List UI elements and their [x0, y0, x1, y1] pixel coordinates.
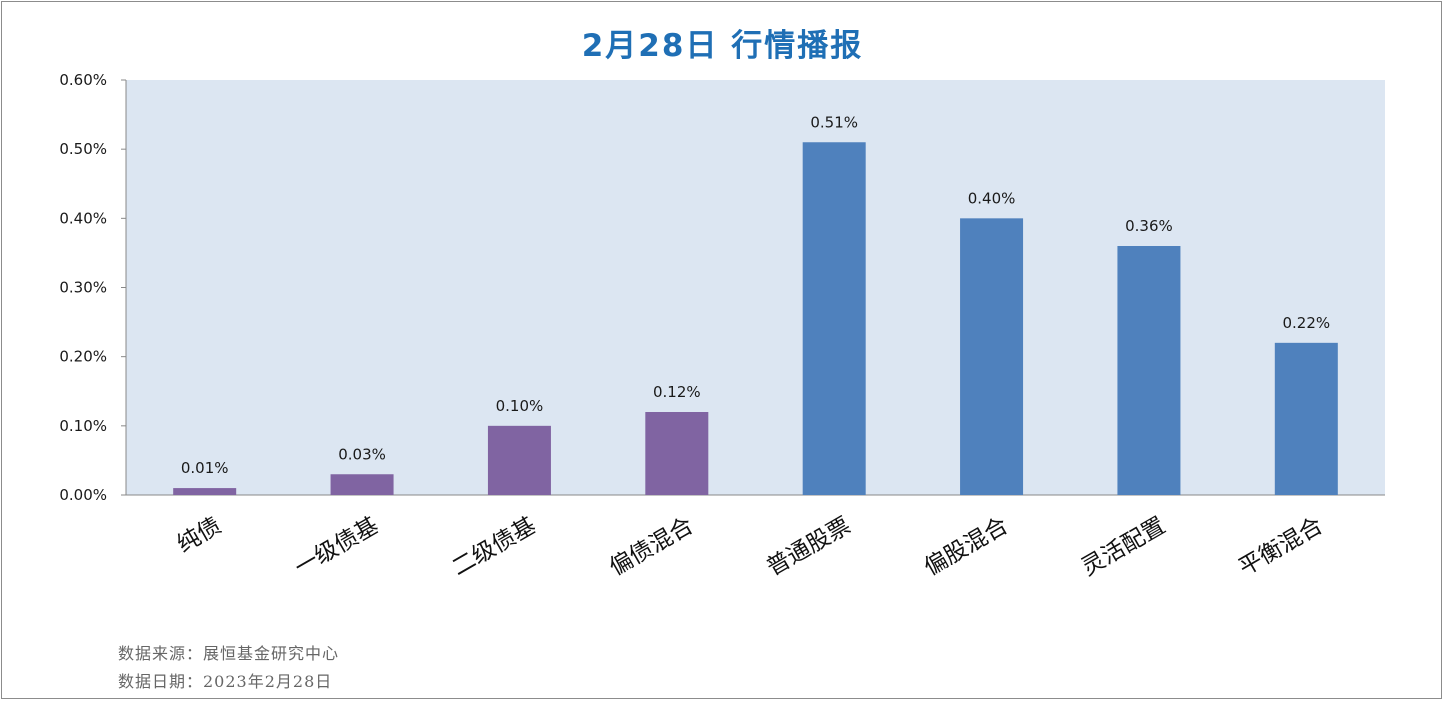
bar: [1117, 246, 1181, 495]
bar: [487, 425, 551, 495]
y-tick-label: 0.50%: [59, 140, 107, 158]
category-label: 偏股混合: [920, 513, 1013, 582]
data-label: 0.03%: [338, 445, 386, 463]
category-label: 一级债基: [290, 513, 383, 582]
category-labels: 纯债 一级债基 二级债基 偏债混合 普通股票 偏股混合 灵活配置 平衡混合: [173, 513, 1327, 582]
data-labels: 0.01% 0.03% 0.10% 0.12% 0.51% 0.40% 0.36% 0.22%: [181, 113, 1330, 477]
bar: [1274, 342, 1338, 495]
data-label: 0.10%: [496, 397, 544, 415]
data-label: 0.01%: [181, 459, 229, 477]
y-tick-label: 0.40%: [59, 209, 107, 227]
data-date-note: 数据日期：2023年2月28日: [118, 672, 333, 691]
plot-area: [126, 80, 1385, 495]
data-label: 0.51%: [810, 113, 858, 131]
bar: [173, 488, 237, 495]
bar: [330, 474, 394, 495]
y-tick-label: 0.00%: [59, 486, 107, 504]
y-axis: 0.00% 0.10% 0.20% 0.30% 0.40% 0.50% 0.60%: [59, 71, 127, 504]
y-tick-label: 0.20%: [59, 348, 107, 366]
category-label: 纯债: [173, 513, 226, 559]
data-label: 0.12%: [653, 383, 701, 401]
y-tick-label: 0.10%: [59, 417, 107, 435]
category-label: 灵活配置: [1077, 513, 1170, 582]
category-label: 二级债基: [448, 513, 541, 582]
bar: [802, 142, 866, 495]
bar: [960, 218, 1024, 496]
data-label: 0.36%: [1125, 217, 1173, 235]
bars: [173, 142, 1338, 496]
data-label: 0.22%: [1282, 314, 1330, 332]
category-label: 平衡混合: [1235, 513, 1328, 582]
y-tick-label: 0.30%: [59, 279, 107, 297]
category-label: 偏债混合: [605, 513, 698, 582]
data-source-note: 数据来源：展恒基金研究中心: [118, 644, 340, 663]
category-label: 普通股票: [763, 513, 856, 582]
chart-title: 2月28日 行情播报: [581, 28, 864, 64]
bar: [645, 412, 709, 495]
data-label: 0.40%: [968, 189, 1016, 207]
y-tick-label: 0.60%: [59, 71, 107, 89]
